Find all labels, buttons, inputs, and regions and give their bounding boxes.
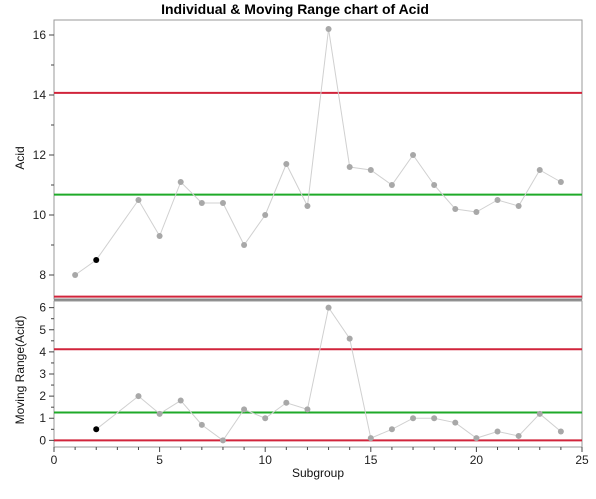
mr-y-tick-label: 5 bbox=[39, 323, 46, 337]
mr-data-point bbox=[156, 410, 163, 417]
mr-y-tick-label: 6 bbox=[39, 301, 46, 315]
x-tick-label: 0 bbox=[51, 453, 58, 467]
acid-y-tick-label: 12 bbox=[33, 148, 47, 162]
mr-data-point bbox=[473, 435, 480, 442]
acid-highlighted-point bbox=[93, 257, 100, 263]
acid-y-tick-label: 10 bbox=[33, 208, 47, 222]
mr-y-tick-label: 4 bbox=[39, 345, 46, 359]
mr-data-point bbox=[325, 304, 332, 311]
acid-y-tick-label: 8 bbox=[39, 268, 46, 282]
mr-data-point bbox=[388, 426, 395, 433]
x-tick-label: 20 bbox=[470, 453, 484, 467]
acid-data-point bbox=[367, 167, 374, 173]
mr-data-point bbox=[515, 432, 522, 439]
mr-plot-frame bbox=[53, 300, 583, 448]
mr-data-point bbox=[410, 415, 417, 422]
x-axis-label: Subgroup bbox=[292, 466, 344, 480]
mr-data-point bbox=[262, 415, 269, 422]
acid-data-point bbox=[241, 242, 248, 248]
mr-data-point bbox=[346, 335, 353, 342]
x-tick-label: 25 bbox=[575, 453, 589, 467]
acid-data-point bbox=[536, 167, 543, 173]
y-axis-label-moving-range: Moving Range(Acid) bbox=[13, 316, 27, 425]
acid-data-point bbox=[452, 206, 459, 212]
acid-data-point bbox=[346, 164, 353, 170]
acid-data-point bbox=[262, 212, 269, 218]
mr-y-tick-label: 2 bbox=[39, 389, 46, 403]
mr-data-point bbox=[283, 399, 290, 406]
acid-data-point bbox=[304, 203, 311, 209]
mr-data-point bbox=[177, 397, 184, 404]
mr-data-point bbox=[198, 421, 205, 428]
x-tick-label: 15 bbox=[364, 453, 378, 467]
acid-y-tick-label: 14 bbox=[33, 88, 47, 102]
acid-data-point bbox=[156, 233, 163, 239]
y-axis-label-acid: Acid bbox=[13, 146, 27, 169]
acid-data-point bbox=[431, 182, 438, 188]
mr-data-point bbox=[304, 406, 311, 413]
mr-data-point bbox=[367, 435, 374, 442]
acid-data-point bbox=[557, 179, 564, 185]
mr-data-point bbox=[135, 393, 142, 400]
acid-data-point bbox=[219, 200, 226, 206]
acid-data-point bbox=[515, 203, 522, 209]
acid-data-point bbox=[198, 200, 205, 206]
mr-data-point bbox=[494, 428, 501, 435]
individuals-panel: 8 10 12 14 16 bbox=[33, 19, 583, 302]
chart-title: Individual & Moving Range chart of Acid bbox=[161, 1, 429, 17]
mr-data-point bbox=[452, 419, 459, 426]
acid-data-point bbox=[473, 209, 480, 215]
mr-highlighted-point bbox=[93, 426, 100, 433]
acid-data-point bbox=[388, 182, 395, 188]
mr-series-line bbox=[95, 306, 562, 442]
moving-range-panel: 0 1 2 3 4 5 6 bbox=[39, 300, 583, 448]
acid-y-tick-label: 16 bbox=[33, 28, 47, 42]
acid-data-point bbox=[135, 197, 142, 203]
x-tick-label: 5 bbox=[156, 453, 163, 467]
mr-data-point bbox=[431, 415, 438, 422]
acid-data-point bbox=[177, 179, 184, 185]
acid-data-point bbox=[494, 197, 501, 203]
acid-data-point bbox=[72, 272, 79, 278]
acid-data-point bbox=[283, 161, 290, 167]
mr-y-tick-label: 0 bbox=[39, 433, 46, 447]
mr-data-point bbox=[536, 410, 543, 417]
x-tick-label: 10 bbox=[259, 453, 273, 467]
acid-data-point bbox=[410, 152, 417, 158]
mr-data-point bbox=[557, 428, 564, 435]
mr-y-tick-label: 3 bbox=[39, 367, 46, 381]
mr-y-tick-label: 1 bbox=[39, 411, 46, 425]
mr-data-point bbox=[219, 437, 226, 444]
x-axis: 0 5 10 15 20 25 bbox=[51, 447, 589, 467]
acid-data-point bbox=[325, 26, 332, 32]
mr-data-point bbox=[241, 406, 248, 413]
acid-plot-frame bbox=[53, 19, 583, 300]
acid-series-line bbox=[74, 28, 562, 276]
